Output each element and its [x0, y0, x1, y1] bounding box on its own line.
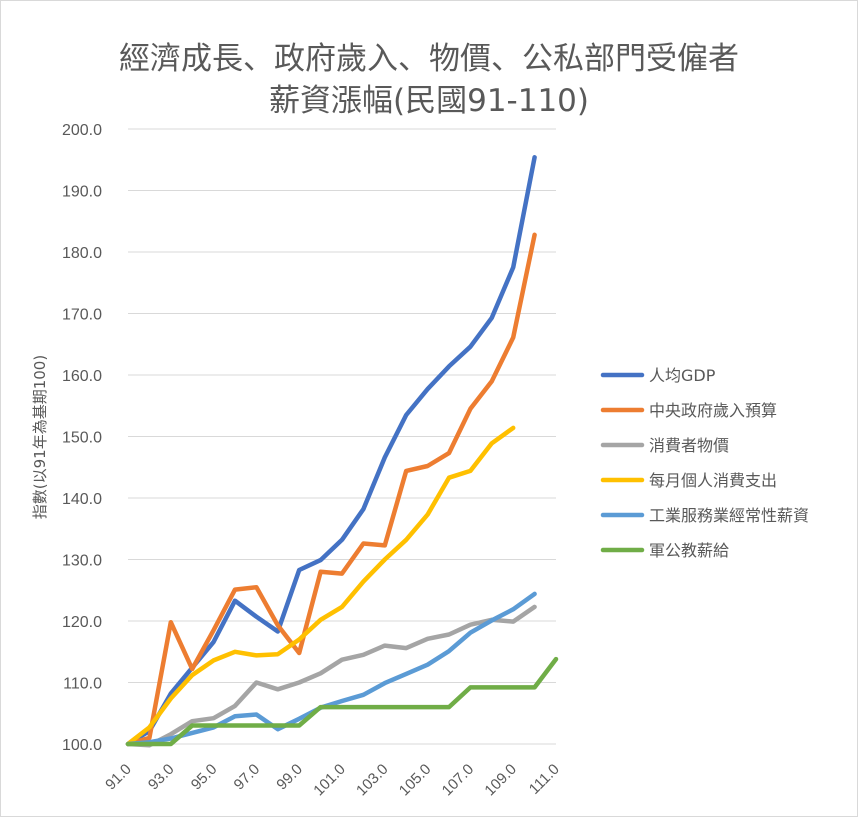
legend-label: 人均GDP	[649, 366, 716, 385]
y-tick-label: 100.0	[62, 737, 102, 754]
y-tick-label: 120.0	[62, 614, 102, 631]
legend: 人均GDP 中央政府歲入預算消費者物價每月個人消費支出工業服務業經常性薪資軍公教薪…	[600, 366, 809, 560]
series-lines	[125, 155, 559, 748]
x-tick-label: 97.0	[231, 761, 264, 794]
x-tick-label: 103.0	[353, 761, 392, 800]
y-axis-ticks: 100.0 110.0 120.0 130.0 140.0 150.0 160.0 170.0…	[62, 122, 102, 754]
chart-title: 經濟成長、政府歲入、物價、公私部門受僱者 薪資漲幅(民國91-110)	[0, 38, 858, 122]
x-tick-label: 105.0	[396, 761, 435, 800]
legend-label: 每月個人消費支出	[649, 471, 777, 490]
series-line-2	[125, 232, 537, 747]
series-line-4	[125, 425, 516, 747]
chart-title-line1: 經濟成長、政府歲入、物價、公私部門受僱者	[119, 41, 739, 77]
y-tick-label: 150.0	[62, 430, 102, 447]
legend-label: 消費者物價	[649, 436, 729, 455]
y-tick-label: 140.0	[62, 491, 102, 508]
legend-label: 軍公教薪給	[649, 541, 729, 560]
series-line-5	[125, 591, 537, 747]
x-tick-label: 99.0	[273, 761, 306, 794]
y-axis-label: 指數(以91年為基期100)	[31, 355, 49, 519]
series-line-1	[125, 155, 537, 747]
x-tick-label: 95.0	[188, 761, 221, 794]
y-tick-label: 200.0	[62, 122, 102, 139]
y-tick-label: 130.0	[62, 553, 102, 570]
x-tick-label: 91.0	[102, 761, 135, 794]
legend-label: 工業服務業經常性薪資	[649, 506, 809, 525]
chart-title-line2: 薪資漲幅(民國91-110)	[269, 83, 589, 119]
y-tick-label: 170.0	[62, 307, 102, 324]
y-tick-label: 160.0	[62, 368, 102, 385]
x-tick-label: 101.0	[310, 761, 349, 800]
y-tick-label: 110.0	[63, 676, 102, 693]
series-line-3	[125, 604, 537, 748]
x-tick-label: 107.0	[439, 761, 478, 800]
x-axis-ticks: 91.0 93.0 95.0 97.0 99.0 101.0 103.0 105.0 107.0…	[102, 761, 563, 800]
y-tick-label: 190.0	[62, 184, 102, 201]
gridlines	[128, 128, 556, 745]
x-tick-label: 109.0	[481, 761, 520, 800]
y-tick-label: 180.0	[62, 245, 102, 262]
x-tick-label: 93.0	[145, 761, 178, 794]
legend-label: 中央政府歲入預算	[649, 401, 777, 420]
series-line-6	[125, 656, 559, 747]
x-tick-label: 111.0	[526, 761, 563, 798]
